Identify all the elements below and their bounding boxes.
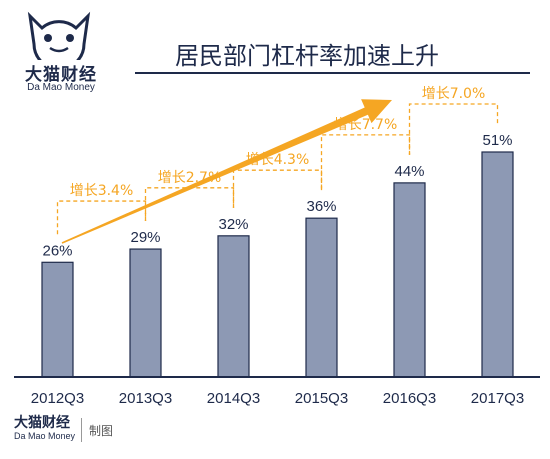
growth-connector [56,200,147,235]
bar [41,261,74,378]
growth-label: 增长2.7% [158,170,222,186]
bar [217,235,250,378]
bar [481,151,514,378]
x-tick-label: 2016Q3 [383,390,436,407]
value-label: 51% [482,132,512,149]
growth-label: 增长4.3% [246,152,310,168]
bar [129,248,162,378]
x-tick-label: 2012Q3 [31,390,84,407]
chart-title-block: 居民部门杠杆率加速上升 [135,30,535,74]
value-label: 26% [42,242,72,259]
value-label: 29% [130,229,160,246]
growth-label: 增长3.4% [70,183,134,199]
value-label: 36% [306,198,336,215]
x-tick-label: 2013Q3 [119,390,172,407]
brand-logo: 大猫财经 Da Mao Money [10,8,110,93]
brand-name-cn: 大猫财经 [25,65,97,85]
growth-connector [408,103,499,155]
growth-connector [144,187,235,222]
cat-face-icon [27,11,91,60]
footer-brand-en: Da Mao Money [14,431,76,441]
growth-label: 增长7.7% [334,117,398,133]
value-label: 44% [394,163,424,180]
x-tick-label: 2014Q3 [207,390,260,407]
footer-note: 制图 [89,424,114,438]
brand-name-en: Da Mao Money [27,82,95,93]
trend-arrow [61,99,392,244]
growth-connector [320,134,411,191]
chart-title: 居民部门杠杆率加速上升 [175,42,439,70]
footer-divider [81,418,82,442]
x-tick-label: 2015Q3 [295,390,348,407]
growth-label: 增长7.0% [422,86,486,102]
bar [305,217,338,378]
title-underline [135,72,530,74]
bar [393,182,426,378]
value-label: 32% [218,216,248,233]
footer-brand-cn: 大猫财经 [14,415,70,431]
x-tick-label: 2017Q3 [471,390,524,407]
